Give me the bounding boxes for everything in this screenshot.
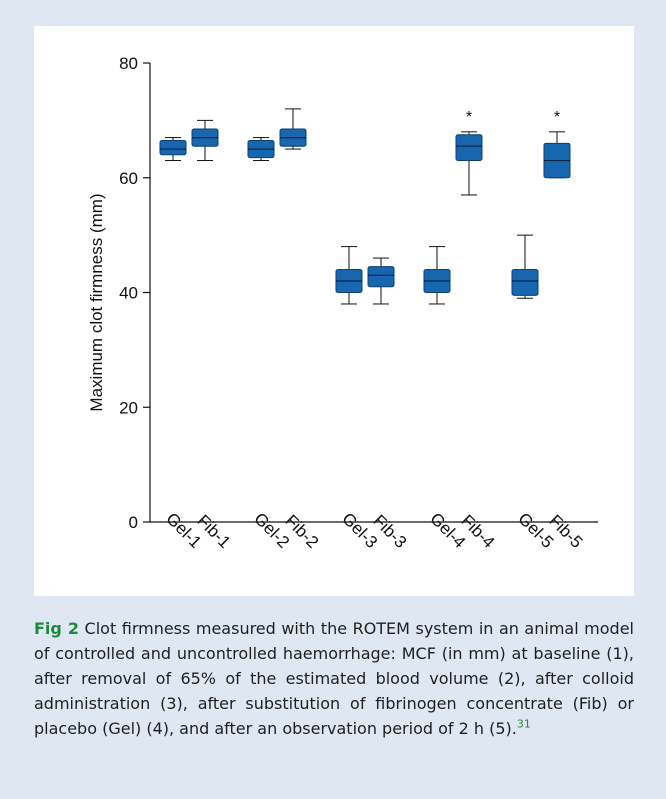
box-gel-5 [511,269,539,296]
x-tick-label: Fib-4 [458,511,499,552]
x-tick-label: Gel-2 [250,509,293,552]
x-tick-label: Fib-2 [282,511,323,552]
y-tick-label: 40 [119,284,138,303]
citation-ref: 31 [516,717,531,731]
x-tick-label: Gel-1 [162,509,205,552]
y-axis-title: Maximum clot firmness (mm) [87,193,106,411]
x-tick-label: Gel-4 [426,509,469,552]
chart-area: 0 20 40 60 80 Maximum clot firmness (mm) * * G… [34,26,634,596]
y-tick-label: 0 [129,513,138,532]
x-tick-label: Gel-3 [338,509,381,552]
box-fib-4 [455,134,483,162]
x-tick-label: Fib-3 [370,511,411,552]
y-tick-label: 20 [119,398,138,417]
x-tick-label: Fib-1 [194,511,235,552]
caption-text: Clot firmness measured with the ROTEM sy… [34,619,635,738]
x-tick-label: Gel-5 [514,509,557,552]
y-tick-label: 80 [119,54,138,73]
boxplot-chart: 0 20 40 60 80 Maximum clot firmness (mm) * * G… [87,54,598,552]
y-tick-label: 60 [119,169,138,188]
box-fib-3 [367,266,395,288]
figure-label: Fig 2 [34,619,80,638]
figure-caption: Fig 2 Clot firmness measured with the RO… [34,616,634,741]
box-gel-1 [159,139,187,156]
significance-marker: * [554,109,560,126]
x-tick-label: Fib-5 [546,511,587,552]
significance-marker: * [466,109,472,126]
